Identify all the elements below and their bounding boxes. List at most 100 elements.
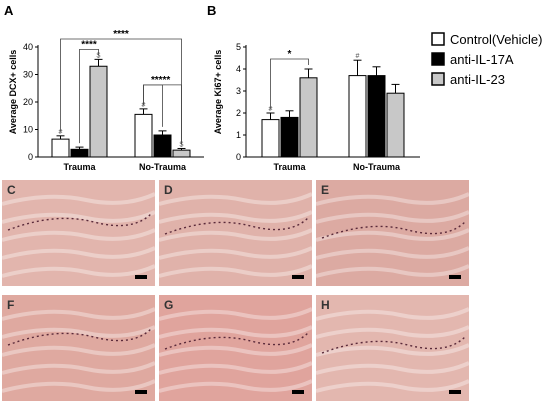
- micrograph-panel: D: [158, 180, 313, 286]
- significance-label: ****: [113, 29, 129, 40]
- tissue-texture: [1, 361, 156, 375]
- legend-swatch: [431, 32, 445, 46]
- legend-swatch: [431, 52, 445, 66]
- tissue-texture: [315, 228, 470, 242]
- bar: [299, 77, 318, 158]
- tissue-texture: [315, 264, 470, 278]
- tissue-texture: [1, 192, 156, 206]
- tissue-texture: [158, 343, 313, 357]
- micrograph-letter: E: [321, 183, 329, 197]
- legend-label: anti-IL-17A: [450, 52, 514, 67]
- panel-letter: A: [4, 3, 14, 18]
- bar: [261, 119, 280, 158]
- y-tick-label: 4: [236, 64, 241, 74]
- scale-bar: [135, 390, 147, 394]
- annotation-mark: #: [142, 102, 146, 109]
- tissue-texture: [158, 264, 313, 278]
- bar: [367, 75, 386, 158]
- tissue-texture: [158, 192, 313, 206]
- significance-bracket: [143, 84, 163, 127]
- y-tick-label: 0: [28, 152, 33, 162]
- x-category-label: No-Trauma: [353, 162, 401, 172]
- significance-label: ****: [155, 75, 171, 86]
- micrograph-panel: E: [315, 180, 470, 286]
- tissue-texture: [158, 210, 313, 224]
- tissue-texture: [1, 210, 156, 224]
- annotation-mark: $: [97, 52, 101, 59]
- tissue-texture: [315, 379, 470, 393]
- legend-label: Control(Vehicle): [450, 32, 543, 47]
- micrograph-image: [316, 180, 469, 286]
- stained-cell-layer: [321, 221, 466, 239]
- legend-swatch: [431, 72, 445, 86]
- micrograph-image: [2, 180, 155, 286]
- tissue-texture: [158, 228, 313, 242]
- micrograph-letter: D: [164, 183, 173, 197]
- micrograph-letter: G: [164, 298, 173, 312]
- micrograph-letter: F: [7, 298, 14, 312]
- y-tick-label: 20: [23, 97, 33, 107]
- micrograph-image: [316, 295, 469, 401]
- y-tick-label: 0: [236, 152, 241, 162]
- micrograph-image: [159, 180, 312, 286]
- significance-bracket: [270, 58, 309, 109]
- y-tick-label: 2: [236, 108, 241, 118]
- legend: Control(Vehicle) anti-IL-17A anti-IL-23: [431, 32, 543, 87]
- tissue-texture: [1, 325, 156, 339]
- bar: [386, 92, 405, 158]
- tissue-texture: [315, 210, 470, 224]
- bar: [51, 138, 70, 158]
- micrograph-grid: C D E F G H: [1, 180, 470, 401]
- scale-bar: [292, 390, 304, 394]
- tissue-texture: [315, 343, 470, 357]
- bar: [89, 65, 108, 158]
- scale-bar: [449, 390, 461, 394]
- micrograph-panel: F: [1, 295, 156, 401]
- micrograph-panel: H: [315, 295, 470, 401]
- micrograph-image: [2, 295, 155, 401]
- tissue-texture: [1, 246, 156, 260]
- significance-label: *: [288, 49, 292, 60]
- tissue-texture: [315, 246, 470, 260]
- bar: [70, 148, 89, 158]
- annotation-mark: #: [269, 106, 273, 113]
- bar: [153, 134, 172, 158]
- micrograph-panel: G: [158, 295, 313, 401]
- scale-bar: [449, 275, 461, 279]
- bar: [348, 75, 367, 158]
- y-axis-label: Average Ki67+ cells: [213, 50, 223, 134]
- annotation-mark: $: [180, 141, 184, 148]
- x-category-label: Trauma: [273, 162, 306, 172]
- tissue-texture: [158, 379, 313, 393]
- y-tick-label: 3: [236, 86, 241, 96]
- tissue-texture: [158, 246, 313, 260]
- legend-label: anti-IL-23: [450, 72, 505, 87]
- panel-letter: B: [207, 3, 216, 18]
- significance-label: *: [151, 75, 155, 86]
- annotation-mark: #: [59, 129, 63, 136]
- tissue-texture: [1, 343, 156, 357]
- micrograph-panel: C: [1, 180, 156, 286]
- tissue-texture: [158, 307, 313, 321]
- y-tick-label: 40: [23, 42, 33, 52]
- micrograph-image: [159, 295, 312, 401]
- micrograph-letter: H: [321, 298, 330, 312]
- tissue-texture: [1, 379, 156, 393]
- tissue-texture: [1, 228, 156, 242]
- scale-bar: [292, 275, 304, 279]
- stained-cell-layer: [164, 217, 309, 235]
- scale-bar: [135, 275, 147, 279]
- stained-cell-layer: [7, 213, 152, 231]
- stained-cell-layer: [321, 336, 466, 354]
- x-category-label: Trauma: [63, 162, 96, 172]
- chart-panel-a: A Average DCX+ cells 0 10 20 30 40 Trauma No-T…: [4, 3, 204, 172]
- tissue-texture: [315, 192, 470, 206]
- chart-panel-b: B Average Ki67+ cells 0 1 2 3 4 5 Trauma No-Tra…: [207, 3, 420, 172]
- stained-cell-layer: [7, 328, 152, 346]
- y-tick-label: 30: [23, 70, 33, 80]
- tissue-texture: [1, 264, 156, 278]
- tissue-texture: [158, 325, 313, 339]
- bar: [280, 116, 299, 158]
- bar: [134, 113, 153, 158]
- bar: [172, 149, 191, 158]
